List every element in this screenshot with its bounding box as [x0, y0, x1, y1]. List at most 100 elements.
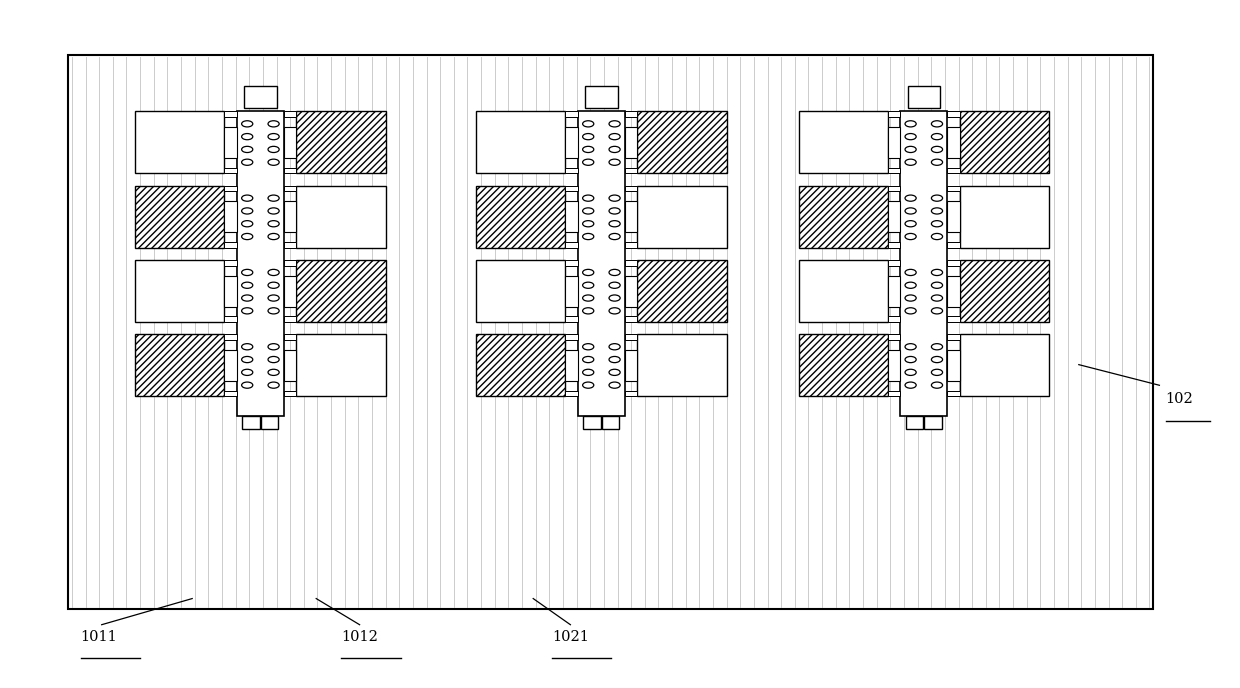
Bar: [888, 391, 900, 396]
Bar: [960, 260, 1049, 322]
Bar: [565, 275, 578, 307]
Bar: [565, 391, 578, 396]
Bar: [284, 334, 296, 340]
Bar: [284, 391, 296, 396]
Bar: [476, 260, 565, 322]
Bar: [625, 111, 637, 117]
Bar: [625, 260, 637, 266]
Bar: [947, 111, 960, 117]
Text: 1021: 1021: [552, 630, 589, 643]
Bar: [625, 334, 637, 340]
Bar: [625, 316, 637, 322]
Bar: [947, 350, 960, 380]
Text: 1012: 1012: [341, 630, 378, 643]
Bar: [224, 316, 237, 322]
Bar: [237, 111, 284, 416]
Bar: [601, 416, 619, 429]
Bar: [565, 260, 578, 266]
Bar: [476, 186, 565, 248]
Bar: [888, 260, 900, 266]
Bar: [284, 260, 296, 266]
Bar: [565, 111, 578, 117]
Bar: [799, 186, 888, 248]
Bar: [224, 334, 237, 340]
Bar: [284, 186, 296, 191]
Bar: [888, 316, 900, 322]
Bar: [565, 242, 578, 248]
Bar: [565, 168, 578, 173]
Bar: [284, 260, 296, 266]
Bar: [224, 242, 237, 248]
Bar: [799, 260, 888, 322]
Bar: [625, 391, 637, 396]
Bar: [224, 186, 237, 191]
Bar: [947, 334, 960, 340]
Bar: [625, 186, 637, 191]
Bar: [565, 334, 578, 340]
Bar: [476, 111, 565, 173]
Bar: [224, 186, 237, 191]
Bar: [296, 186, 386, 248]
Bar: [224, 111, 237, 117]
Bar: [284, 316, 296, 322]
Bar: [584, 416, 601, 429]
Bar: [888, 168, 900, 173]
Bar: [888, 186, 900, 191]
Bar: [888, 168, 900, 173]
Bar: [565, 201, 578, 233]
Bar: [224, 260, 237, 266]
Bar: [960, 111, 1049, 173]
Bar: [565, 316, 578, 322]
Bar: [947, 275, 960, 307]
Bar: [625, 168, 637, 173]
Bar: [947, 242, 960, 248]
Bar: [578, 111, 625, 416]
Bar: [625, 127, 637, 158]
Bar: [625, 201, 637, 233]
Bar: [888, 391, 900, 396]
Bar: [476, 334, 565, 396]
Bar: [888, 127, 900, 158]
Bar: [947, 111, 960, 117]
Bar: [224, 350, 237, 380]
Bar: [637, 186, 727, 248]
Bar: [284, 334, 296, 340]
Bar: [637, 111, 727, 173]
Bar: [284, 111, 296, 117]
Bar: [296, 334, 386, 396]
Bar: [565, 127, 578, 158]
Bar: [625, 334, 637, 340]
Bar: [284, 127, 296, 158]
Bar: [908, 86, 940, 108]
Bar: [565, 111, 578, 117]
Bar: [924, 416, 941, 429]
Bar: [224, 275, 237, 307]
Bar: [244, 86, 277, 108]
Bar: [284, 275, 296, 307]
Bar: [224, 260, 237, 266]
Bar: [585, 86, 618, 108]
Bar: [224, 334, 237, 340]
Bar: [224, 242, 237, 248]
Bar: [565, 391, 578, 396]
Bar: [284, 168, 296, 173]
Bar: [888, 111, 900, 117]
Bar: [947, 186, 960, 191]
Bar: [284, 350, 296, 380]
Bar: [565, 316, 578, 322]
Bar: [224, 391, 237, 396]
Bar: [947, 168, 960, 173]
Bar: [284, 242, 296, 248]
Bar: [960, 186, 1049, 248]
Bar: [625, 260, 637, 266]
Bar: [224, 316, 237, 322]
Bar: [960, 334, 1049, 396]
Bar: [888, 242, 900, 248]
Bar: [260, 416, 278, 429]
Bar: [625, 316, 637, 322]
Bar: [565, 334, 578, 340]
Bar: [224, 168, 237, 173]
Bar: [625, 350, 637, 380]
Bar: [888, 186, 900, 191]
Bar: [296, 260, 386, 322]
